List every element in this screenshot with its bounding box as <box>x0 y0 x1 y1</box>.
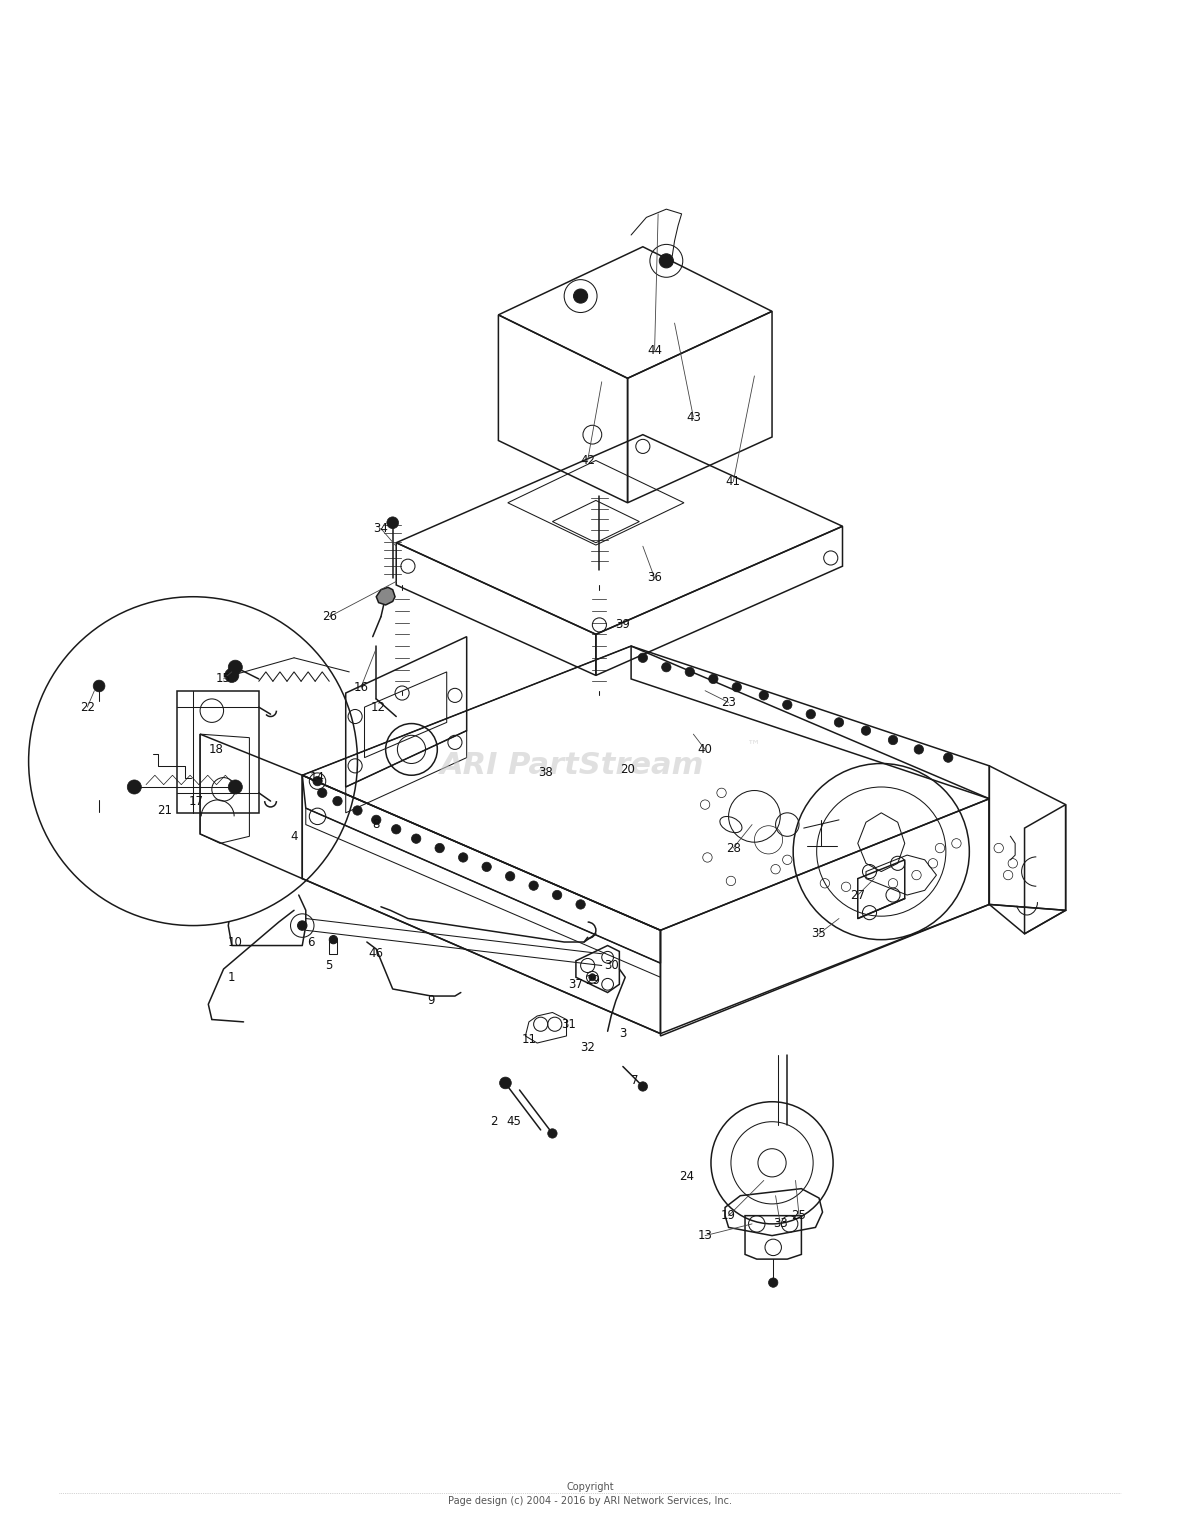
Text: 11: 11 <box>522 1032 537 1046</box>
Text: 23: 23 <box>721 696 736 709</box>
Text: 3: 3 <box>620 1028 627 1040</box>
Text: 42: 42 <box>581 454 595 467</box>
Circle shape <box>806 710 815 719</box>
Text: 33: 33 <box>773 1217 787 1231</box>
Text: 26: 26 <box>322 611 336 623</box>
Circle shape <box>313 776 322 786</box>
Text: ™: ™ <box>747 738 761 751</box>
Circle shape <box>529 881 538 890</box>
Text: 46: 46 <box>369 947 384 960</box>
Text: 19: 19 <box>721 1209 736 1222</box>
Circle shape <box>686 667 695 676</box>
Circle shape <box>329 936 337 944</box>
Circle shape <box>552 890 562 899</box>
Text: 6: 6 <box>307 936 314 948</box>
Text: 22: 22 <box>80 701 94 713</box>
Text: 34: 34 <box>374 522 388 534</box>
Circle shape <box>28 597 358 925</box>
Text: 44: 44 <box>647 344 662 357</box>
Circle shape <box>732 683 741 692</box>
Text: Copyright
Page design (c) 2004 - 2016 by ARI Network Services, Inc.: Copyright Page design (c) 2004 - 2016 by… <box>448 1481 732 1506</box>
Circle shape <box>505 872 514 881</box>
Circle shape <box>228 660 242 675</box>
Text: 8: 8 <box>373 818 380 831</box>
Text: 12: 12 <box>371 701 386 713</box>
Text: 21: 21 <box>157 805 172 817</box>
Text: ARI PartStream: ARI PartStream <box>440 751 704 780</box>
Text: 18: 18 <box>209 744 224 756</box>
Text: 38: 38 <box>538 767 552 779</box>
Text: 31: 31 <box>562 1017 576 1031</box>
Circle shape <box>372 815 381 825</box>
Circle shape <box>93 680 105 692</box>
Text: 40: 40 <box>697 744 713 756</box>
Circle shape <box>662 663 671 672</box>
Circle shape <box>317 788 327 797</box>
Text: 13: 13 <box>697 1229 713 1241</box>
Text: 9: 9 <box>427 994 435 1008</box>
Text: 32: 32 <box>581 1041 595 1054</box>
Circle shape <box>944 753 953 762</box>
Text: 30: 30 <box>604 959 618 973</box>
Circle shape <box>435 843 445 852</box>
Text: 27: 27 <box>851 889 865 901</box>
Circle shape <box>387 516 399 528</box>
Circle shape <box>573 289 588 304</box>
Text: 39: 39 <box>616 618 630 632</box>
Circle shape <box>834 718 844 727</box>
Circle shape <box>709 675 717 684</box>
Text: 4: 4 <box>290 829 297 843</box>
Circle shape <box>127 780 142 794</box>
Text: 20: 20 <box>621 764 635 776</box>
Text: 16: 16 <box>354 681 368 693</box>
Text: 37: 37 <box>569 977 583 991</box>
Circle shape <box>224 669 238 683</box>
Circle shape <box>459 852 467 863</box>
Circle shape <box>333 797 342 806</box>
Text: 2: 2 <box>490 1115 498 1128</box>
Circle shape <box>481 863 491 872</box>
Circle shape <box>589 974 596 980</box>
Text: 14: 14 <box>310 771 325 783</box>
Text: 41: 41 <box>726 475 741 489</box>
Text: 25: 25 <box>792 1209 806 1222</box>
Circle shape <box>548 1128 557 1138</box>
Text: 43: 43 <box>686 411 701 423</box>
Text: 35: 35 <box>812 927 826 941</box>
Circle shape <box>392 825 401 834</box>
Circle shape <box>499 1077 511 1089</box>
Text: 5: 5 <box>326 959 333 973</box>
Circle shape <box>297 921 307 930</box>
Circle shape <box>768 1278 778 1287</box>
Circle shape <box>353 806 362 815</box>
Text: 15: 15 <box>216 672 231 686</box>
Circle shape <box>914 745 924 754</box>
Text: 36: 36 <box>647 571 662 585</box>
Circle shape <box>576 899 585 909</box>
Text: 17: 17 <box>189 794 204 808</box>
Circle shape <box>889 736 898 745</box>
Circle shape <box>759 690 768 699</box>
Circle shape <box>638 1081 648 1092</box>
Circle shape <box>861 725 871 736</box>
Polygon shape <box>376 588 395 605</box>
Circle shape <box>228 780 242 794</box>
Text: 10: 10 <box>228 936 243 948</box>
Text: 29: 29 <box>585 974 599 988</box>
Circle shape <box>660 253 674 267</box>
Circle shape <box>638 654 648 663</box>
Text: 28: 28 <box>726 841 741 855</box>
Text: 45: 45 <box>506 1115 522 1128</box>
Circle shape <box>782 699 792 710</box>
Text: 24: 24 <box>678 1170 694 1183</box>
Text: 7: 7 <box>631 1073 638 1087</box>
Text: 1: 1 <box>228 971 236 983</box>
Circle shape <box>412 834 421 843</box>
